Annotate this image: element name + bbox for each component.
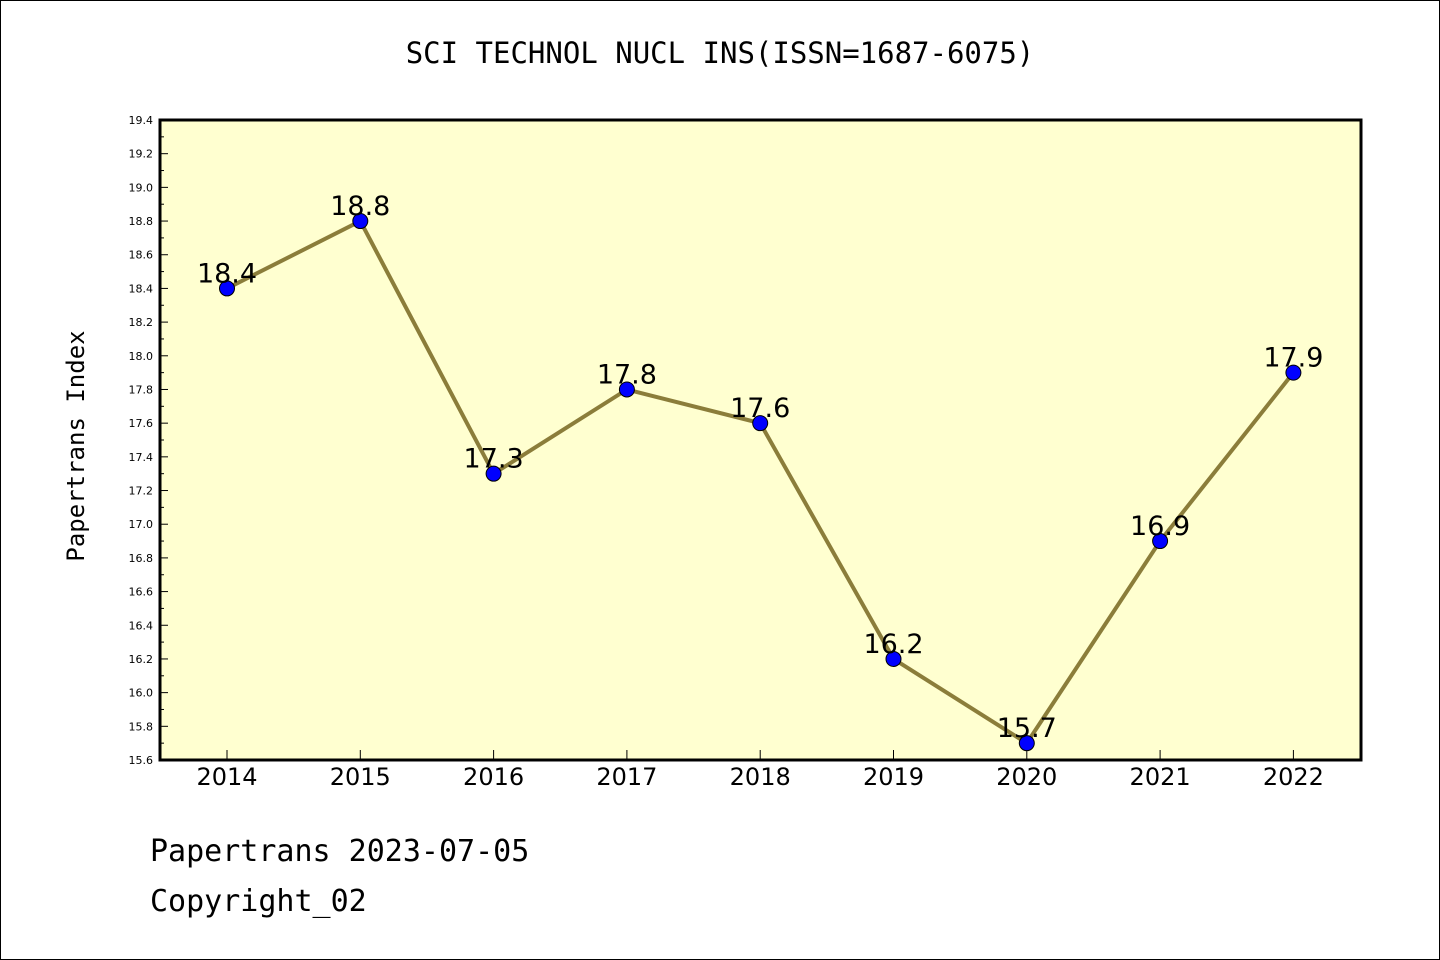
x-tick-label: 2018 <box>730 763 791 791</box>
y-axis: 15.6 15.8 16.0 16.2 16.4 16.6 16.8 17.0 17.2 17.4… <box>129 114 168 767</box>
x-tick-label: 2016 <box>463 763 524 791</box>
y-tick-label: 18.0 <box>129 350 154 363</box>
x-tick-label: 2014 <box>196 763 257 791</box>
x-tick-label: 2020 <box>996 763 1057 791</box>
chart-title: SCI TECHNOL NUCL INS(ISSN=1687-6075) <box>405 36 1035 70</box>
y-tick-label: 17.4 <box>129 451 154 464</box>
data-label-2015: 18.8 <box>330 191 390 222</box>
y-tick-label: 19.4 <box>129 114 154 127</box>
data-label-2022: 17.9 <box>1263 343 1323 374</box>
data-point-2020 <box>1018 735 1035 752</box>
y-tick-label: 18.8 <box>129 215 154 228</box>
data-point-2016 <box>485 465 502 482</box>
footer-copyright: Copyright_02 <box>150 884 367 919</box>
y-tick-label: 19.2 <box>129 148 154 161</box>
data-labels: 18.4 18.8 17.3 17.8 17.6 16.2 15.7 16.9 17.9 <box>197 191 1324 744</box>
x-tick-label: 2019 <box>863 763 924 791</box>
y-tick-label: 15.6 <box>129 754 154 767</box>
y-tick-label: 19.0 <box>129 181 154 194</box>
y-tick-label: 16.8 <box>129 552 154 565</box>
y-tick-label: 17.2 <box>129 485 154 498</box>
data-label-2016: 17.3 <box>464 444 524 475</box>
data-label-2018: 17.6 <box>730 393 790 424</box>
y-axis-label: Papertrans Index <box>62 330 90 561</box>
y-tick-label: 17.8 <box>129 383 154 396</box>
x-tick-label: 2017 <box>596 763 657 791</box>
data-label-2019: 16.2 <box>863 629 923 660</box>
y-tick-label: 15.8 <box>129 720 154 733</box>
data-point-2022 <box>1285 364 1302 381</box>
y-tick-label: 17.0 <box>129 518 154 531</box>
data-label-2017: 17.8 <box>597 359 657 390</box>
y-tick-label: 16.0 <box>129 687 154 700</box>
series-markers <box>219 213 1302 752</box>
y-tick-label: 16.4 <box>129 619 154 632</box>
data-point-2015 <box>352 213 369 230</box>
y-tick-label: 18.2 <box>129 316 154 329</box>
data-point-2014 <box>219 280 235 297</box>
data-point-2019 <box>885 650 902 667</box>
data-label-2014: 18.4 <box>197 258 257 289</box>
x-axis: 2014 2015 2016 2017 2018 2019 2020 2021 2022 <box>196 750 1324 791</box>
y-tick-label: 18.4 <box>129 282 154 295</box>
x-tick-label: 2015 <box>330 763 391 791</box>
data-point-2017 <box>618 381 635 398</box>
data-point-2021 <box>1152 533 1169 550</box>
plot-area <box>158 118 1363 762</box>
y-tick-label: 16.6 <box>129 586 154 599</box>
y-tick-label: 16.2 <box>129 653 154 666</box>
x-tick-label: 2021 <box>1130 763 1191 791</box>
data-label-2021: 16.9 <box>1130 511 1190 542</box>
y-tick-label: 17.6 <box>129 417 154 430</box>
data-point-2018 <box>752 415 769 432</box>
y-tick-label: 18.6 <box>129 249 154 262</box>
data-label-2020: 15.7 <box>997 713 1057 744</box>
footer-date: Papertrans 2023-07-05 <box>150 834 530 869</box>
x-tick-label: 2022 <box>1263 763 1324 791</box>
